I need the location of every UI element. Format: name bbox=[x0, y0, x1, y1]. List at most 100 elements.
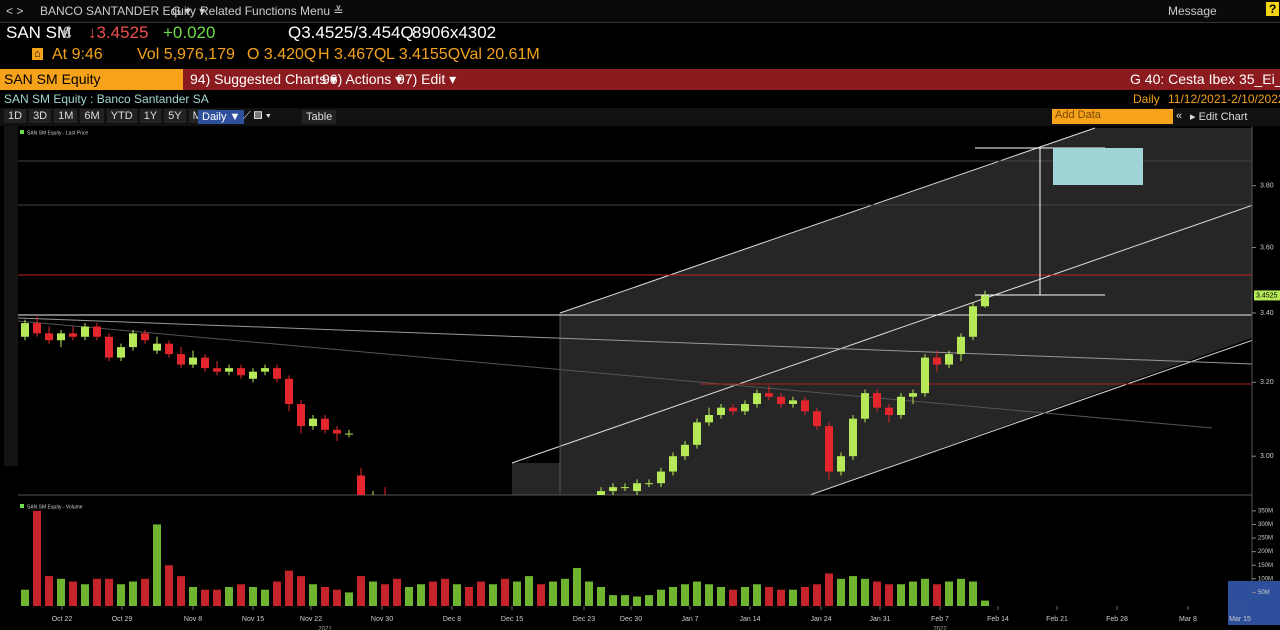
candle-body bbox=[669, 456, 677, 472]
range-button[interactable]: 5Y bbox=[164, 109, 186, 123]
nav-arrows[interactable]: < > bbox=[6, 4, 24, 18]
range-button[interactable]: 3D bbox=[29, 109, 52, 123]
candle-body bbox=[357, 475, 365, 495]
x-tick-label: Dec 15 bbox=[501, 616, 523, 623]
range-button[interactable]: 1M bbox=[54, 109, 78, 123]
add-data[interactable]: Add Data bbox=[1052, 109, 1173, 124]
volume-bar bbox=[369, 581, 377, 606]
volume-bar bbox=[645, 595, 653, 606]
candle-body bbox=[129, 333, 137, 348]
range-button[interactable]: 6M bbox=[80, 109, 104, 123]
volume-bar bbox=[285, 570, 293, 606]
x-tick-label: Feb 21 bbox=[1046, 616, 1068, 623]
channel-mid bbox=[511, 204, 1252, 464]
candle-body bbox=[945, 354, 953, 365]
candle-body bbox=[549, 523, 557, 535]
candle-body bbox=[21, 323, 29, 337]
volume-bar bbox=[573, 567, 581, 606]
y-tick-label: 3.80 bbox=[1260, 183, 1274, 190]
security-menu[interactable]: BANCO SANTANDER Equity ▾ bbox=[40, 4, 206, 18]
legend-swatch bbox=[20, 504, 24, 508]
volume-bar bbox=[465, 586, 473, 606]
volume-bar bbox=[105, 578, 113, 606]
candle-body bbox=[345, 433, 353, 435]
logo bbox=[1228, 581, 1280, 625]
volume-bar bbox=[45, 576, 53, 606]
candle-body bbox=[705, 414, 713, 423]
channel-top bbox=[559, 127, 1096, 314]
x-tick-label: Dec 8 bbox=[443, 616, 461, 623]
candle-body bbox=[585, 499, 593, 503]
edit-chart[interactable]: ▸ Edit Chart bbox=[1190, 111, 1248, 123]
last-price: ↓3.4525 bbox=[88, 23, 149, 42]
x-tick-label: Jan 7 bbox=[681, 616, 698, 623]
range-button[interactable]: 1Y bbox=[139, 109, 162, 123]
volume-bar bbox=[489, 584, 497, 606]
candle-body bbox=[729, 407, 737, 412]
candle-body bbox=[765, 393, 773, 397]
candle-body bbox=[537, 531, 545, 535]
volume-bar bbox=[561, 578, 569, 606]
x-tick-label: Dec 23 bbox=[573, 616, 595, 623]
candle-body bbox=[273, 368, 281, 379]
trend-line bbox=[18, 317, 1252, 365]
volume-bar bbox=[957, 578, 965, 606]
help[interactable]: ? bbox=[1266, 2, 1280, 16]
volume-bar bbox=[477, 581, 485, 606]
related-menu[interactable]: Related Functions Menu ≚ bbox=[200, 4, 344, 18]
year-label: 2021 bbox=[318, 627, 332, 630]
range-button[interactable]: YTD bbox=[106, 109, 137, 123]
bid-ask-size: 8906x4302 bbox=[412, 23, 497, 42]
candle-body bbox=[525, 531, 533, 543]
x-tick-label: Oct 29 bbox=[112, 616, 133, 623]
x-tick-label: Mar 8 bbox=[1179, 616, 1197, 623]
candle-body bbox=[573, 503, 581, 515]
menu-bar: SAN SM Equity 94) Suggested Charts ▾ 96)… bbox=[0, 69, 1280, 90]
candle-body bbox=[237, 368, 245, 376]
message[interactable]: Message bbox=[1168, 4, 1217, 18]
g-menu[interactable]: G ▾ bbox=[172, 4, 191, 18]
candle-body bbox=[957, 336, 965, 355]
volume-bar bbox=[249, 586, 257, 606]
edit[interactable]: 97) Edit ▾ bbox=[397, 71, 457, 87]
frequency[interactable]: Daily ▼ bbox=[198, 110, 245, 124]
x-tick-label: Jan 14 bbox=[739, 616, 760, 623]
table-button[interactable]: Table bbox=[302, 110, 337, 124]
candle-body bbox=[249, 371, 257, 379]
candle-body bbox=[465, 527, 473, 531]
volume-bar bbox=[933, 584, 941, 606]
collapse[interactable]: « bbox=[1176, 110, 1183, 122]
chart-icons[interactable]: ⟋ ▥ ▾ bbox=[243, 110, 271, 122]
volume-bar bbox=[813, 584, 821, 606]
candle-body bbox=[57, 333, 65, 341]
candle-body bbox=[429, 507, 437, 519]
candle-body bbox=[741, 404, 749, 412]
volume-bar bbox=[801, 586, 809, 606]
volume-bar bbox=[633, 596, 641, 606]
candle-body bbox=[861, 393, 869, 419]
range-button[interactable]: 1D bbox=[4, 109, 27, 123]
low: L 3.4155Q bbox=[386, 46, 461, 63]
volume-bar bbox=[501, 578, 509, 606]
volume-bar bbox=[129, 581, 137, 606]
equity-field[interactable]: SAN SM Equity bbox=[0, 69, 183, 90]
candle-body bbox=[321, 418, 329, 430]
time: At 9:46 bbox=[52, 46, 103, 63]
ticker: SAN SM bbox=[6, 23, 72, 42]
last-price-tag bbox=[1254, 290, 1280, 301]
x-tick-label: Jan 31 bbox=[869, 616, 890, 623]
candle-body bbox=[69, 333, 77, 337]
candle-body bbox=[261, 368, 269, 372]
volume-bar bbox=[585, 581, 593, 606]
volume-bar bbox=[897, 584, 905, 606]
volume-bar bbox=[657, 589, 665, 606]
volume-bar bbox=[393, 578, 401, 606]
candle-body bbox=[873, 393, 881, 408]
actions[interactable]: 96) Actions ▾ bbox=[322, 71, 403, 87]
candle-body bbox=[981, 295, 989, 307]
candle-body bbox=[657, 471, 665, 484]
volume-bar bbox=[753, 584, 761, 606]
candle-body bbox=[777, 396, 785, 405]
suggested-charts[interactable]: 94) Suggested Charts ▾ bbox=[190, 71, 338, 87]
candle-body bbox=[633, 483, 641, 492]
